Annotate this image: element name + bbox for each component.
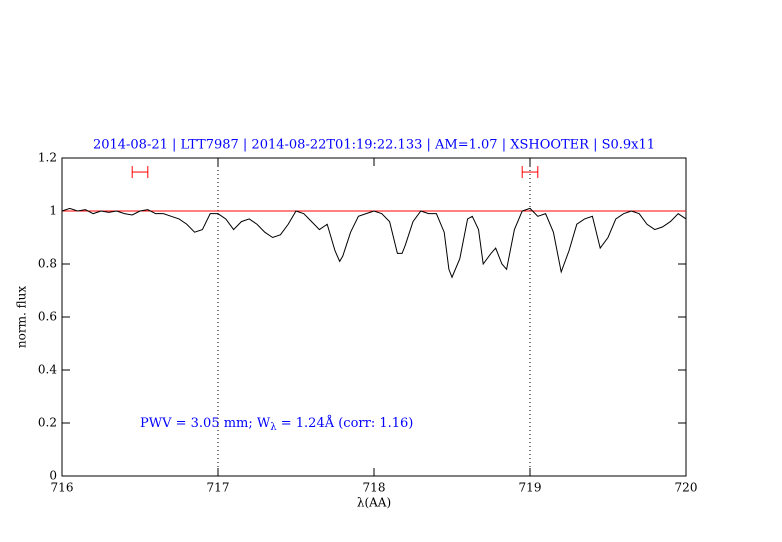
- annotation-text: PWV = 3.05 mm; W: [140, 416, 271, 431]
- annotation-rest: = 1.24Å (corr: 1.16): [277, 415, 414, 431]
- chart-title: 2014-08-21 | LTT7987 | 2014-08-22T01:19:…: [93, 138, 655, 153]
- y-axis-label: norm. flux: [15, 286, 29, 348]
- x-tick-label: 718: [363, 481, 386, 495]
- y-tick-label: 0: [49, 469, 57, 483]
- x-tick-label: 716: [51, 481, 74, 495]
- x-axis-label: λ(AA): [357, 496, 391, 510]
- y-tick-label: 1: [49, 204, 57, 218]
- annotation-sub: λ: [270, 422, 277, 433]
- y-tick-label: 0.6: [38, 310, 57, 324]
- y-tick-label: 0.8: [38, 257, 57, 271]
- x-tick-label: 719: [519, 481, 542, 495]
- annotation: PWV = 3.05 mm; Wλ = 1.24Å (corr: 1.16): [140, 415, 413, 433]
- y-tick-label: 1.2: [38, 151, 57, 165]
- y-tick-label: 0.4: [38, 363, 57, 377]
- x-tick-label: 720: [675, 481, 698, 495]
- x-tick-label: 717: [207, 481, 230, 495]
- spectrum-line: [61, 207, 687, 279]
- y-tick-label: 0.2: [38, 416, 57, 430]
